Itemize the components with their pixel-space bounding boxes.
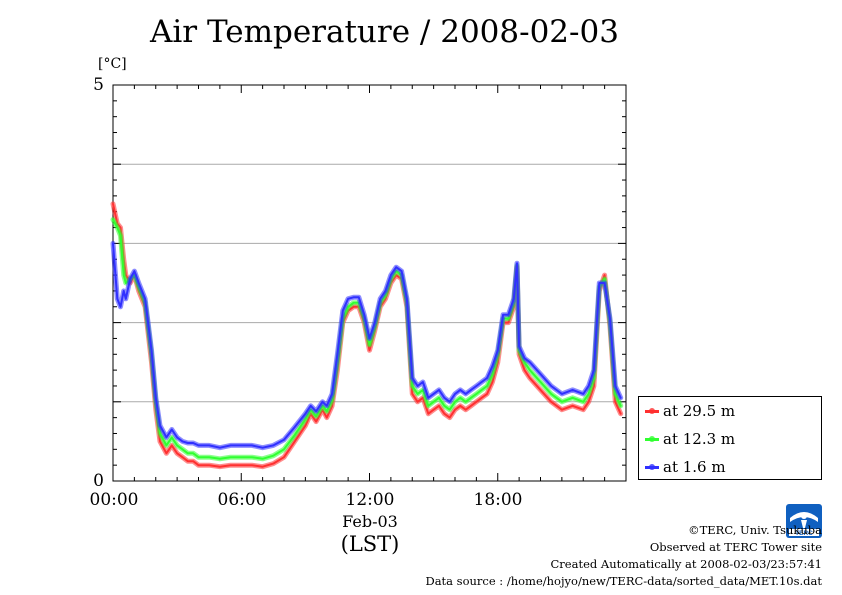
- chart-credits: ©TERC, Univ. Tsukuba Observed at TERC To…: [425, 522, 822, 590]
- legend-swatch-29-5m: [645, 407, 659, 414]
- legend-item-12-3m: at 12.3 m: [645, 429, 735, 449]
- legend-label-12-3m: at 12.3 m: [663, 430, 736, 448]
- chart-title: Air Temperature / 2008-02-03: [150, 14, 619, 50]
- x-axis-label: (LST): [340, 532, 400, 556]
- legend-label-29-5m: at 29.5 m: [663, 402, 736, 420]
- legend-swatch-1-6m: [645, 463, 659, 470]
- y-tick-label-min: 0: [93, 471, 104, 491]
- credit-created: Created Automatically at 2008-02-03/23:5…: [550, 557, 823, 571]
- x-tick-label-0000: 00:00: [89, 490, 139, 510]
- y-tick-label-max: 5: [93, 75, 104, 95]
- legend-label-1-6m: at 1.6 m: [663, 458, 726, 476]
- y-axis-unit: [°C]: [98, 56, 127, 72]
- x-tick-label-1200: 12:00: [345, 490, 395, 510]
- credit-observed: Observed at TERC Tower site: [649, 540, 822, 554]
- x-tick-label-1800: 18:00: [473, 490, 523, 510]
- credit-copyright: ©TERC, Univ. Tsukuba: [688, 523, 822, 537]
- x-date-label: Feb-03: [342, 512, 398, 531]
- legend-item-1-6m: at 1.6 m: [645, 457, 726, 477]
- chart-legend: at 29.5 m at 12.3 m at 1.6 m: [638, 396, 822, 480]
- logo-text: TERC: [795, 530, 813, 537]
- credit-source: Data source : /home/hojyo/new/TERC-data/…: [425, 574, 822, 588]
- x-tick-label-0600: 06:00: [217, 490, 267, 510]
- terc-logo-icon: TERC: [786, 504, 822, 538]
- plot-frame: [112, 84, 627, 482]
- legend-swatch-12-3m: [645, 435, 659, 442]
- series-line-glow-1: [110, 217, 624, 462]
- series-line-2: [112, 242, 622, 449]
- legend-item-29-5m: at 29.5 m: [645, 401, 735, 421]
